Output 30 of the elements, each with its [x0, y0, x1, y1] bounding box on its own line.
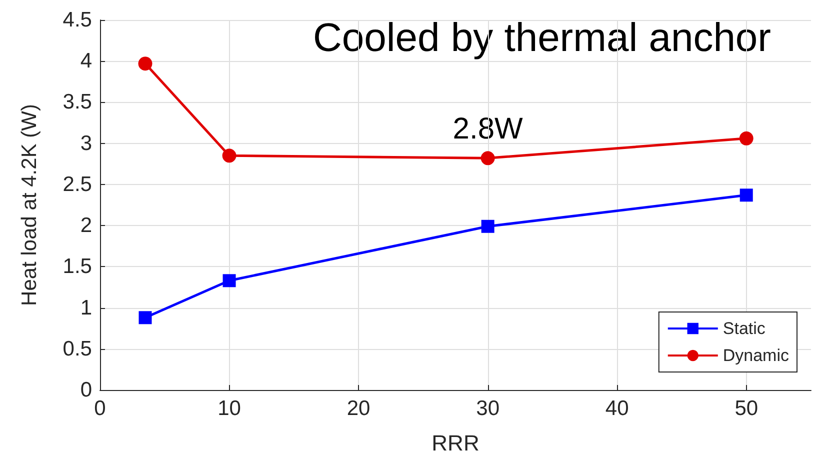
y-tick-label: 2	[80, 214, 92, 238]
point	[481, 220, 494, 233]
y-axis-title: Heat load at 4.2K (W)	[18, 104, 41, 306]
x-tick-label: 10	[218, 397, 241, 420]
x-tick-label: 40	[605, 397, 629, 420]
annotation: 2.8W	[452, 112, 524, 146]
y-tick-label: 3.5	[62, 90, 92, 114]
y-tick-label: 1.5	[62, 255, 92, 278]
x-tick-label: 0	[94, 397, 106, 420]
x-axis-title: RRR	[432, 430, 480, 456]
y-tick-label: 1	[80, 296, 92, 320]
y-tick-label: 0	[80, 378, 92, 402]
point	[138, 311, 152, 324]
y-tick-label: 4.5	[62, 8, 92, 32]
point	[222, 274, 236, 288]
point	[138, 56, 152, 71]
y-tick-label: 4	[80, 50, 92, 73]
point	[222, 148, 236, 163]
point	[740, 188, 753, 202]
y-tick-label: 2.5	[62, 172, 92, 196]
legend-label: Dynamic	[722, 346, 790, 365]
x-tick-label: 50	[734, 397, 758, 420]
legend-label: Static	[722, 319, 766, 338]
point	[739, 131, 754, 146]
y-tick-label: 0.5	[62, 337, 92, 360]
annotation: Cooled by thermal anchor	[312, 16, 772, 60]
y-tick-label: 3	[80, 132, 92, 155]
x-tick-label: 30	[476, 397, 500, 420]
x-tick-label: 20	[346, 397, 370, 420]
point	[480, 151, 495, 166]
